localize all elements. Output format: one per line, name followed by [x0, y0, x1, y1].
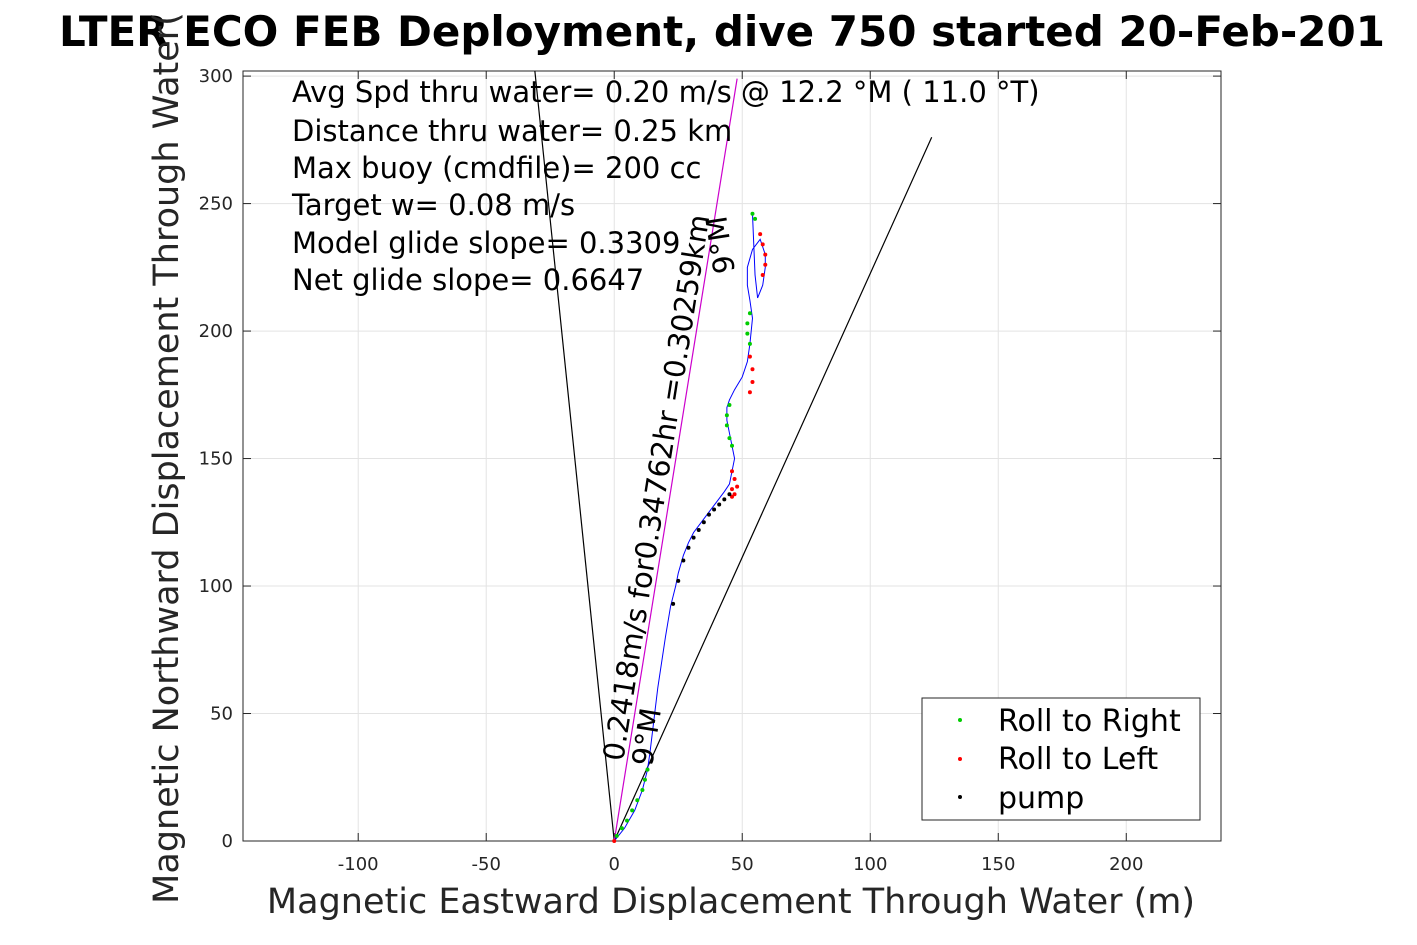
point-pump: [712, 507, 717, 512]
x-axis-label: Magnetic Eastward Displacement Through W…: [267, 882, 1195, 922]
point-roll-to-left: [760, 272, 765, 277]
point-roll-to-right: [640, 788, 645, 793]
grid: [243, 71, 1221, 842]
point-roll-to-left: [750, 367, 755, 372]
chart-title: LTER ECO FEB Deployment, dive 750 starte…: [59, 7, 1385, 56]
heading-line: [534, 70, 615, 842]
point-roll-to-left: [730, 494, 734, 499]
point-roll-to-right: [635, 798, 640, 803]
annotation-line: Avg Spd thru water= 0.20 m/s @ 12.2 °M (…: [292, 75, 1040, 109]
point-pump: [727, 492, 732, 497]
point-pump: [722, 497, 727, 502]
plot-area-border: [242, 70, 1222, 842]
y-axis-label: Magnetic Northward Displacement Through …: [147, 12, 187, 904]
y-tick-label: 50: [210, 704, 233, 725]
point-roll-to-left: [732, 476, 737, 481]
point-roll-to-left: [612, 839, 617, 843]
track-layer: [613, 213, 766, 842]
point-roll-to-left: [735, 484, 740, 489]
legend-box: [921, 697, 1201, 821]
point-pump: [717, 502, 722, 507]
point-roll-to-right: [750, 211, 755, 216]
heading-line: [613, 78, 738, 842]
heading-lines: [534, 70, 933, 842]
y-tick-label: 200: [199, 321, 233, 342]
point-roll-to-right: [614, 833, 619, 838]
legend-marker-pump: [958, 795, 962, 799]
point-roll-to-right: [727, 403, 732, 408]
track-line: [613, 213, 766, 842]
point-roll-to-left: [760, 242, 765, 247]
point-pump: [681, 558, 686, 563]
point-roll-to-right: [619, 826, 624, 831]
annotation-line: Model glide slope= 0.3309: [292, 226, 680, 260]
point-roll-to-right: [724, 413, 729, 418]
annotation-line: Target w= 0.08 m/s: [291, 188, 575, 222]
point-roll-to-left: [763, 252, 768, 257]
y-tick-label: 0: [222, 831, 233, 852]
x-tick-label: -100: [338, 854, 379, 875]
y-tick-label: 300: [199, 66, 233, 87]
point-roll-to-right: [642, 777, 647, 782]
annotation-line: Distance thru water= 0.25 km: [292, 114, 732, 148]
y-tick-label: 100: [199, 576, 233, 597]
point-roll-to-right: [727, 436, 732, 441]
point-pump: [696, 527, 701, 532]
annotation-line: Net glide slope= 0.6647: [292, 263, 644, 297]
point-roll-to-left: [763, 262, 768, 267]
point-roll-to-left: [730, 469, 734, 474]
point-pump: [676, 578, 681, 583]
point-pump: [706, 512, 711, 517]
point-roll-to-right: [753, 216, 758, 221]
point-roll-to-left: [747, 354, 752, 359]
y-tick-label: 150: [199, 449, 233, 470]
legend-marker-roll-to-right: [958, 718, 962, 722]
point-roll-to-right: [645, 767, 650, 772]
legend: Roll to Right Roll to Left pump: [921, 697, 1201, 821]
point-roll-to-left: [758, 232, 763, 237]
x-tick-label: -50: [472, 854, 501, 875]
legend-marker-roll-to-left: [958, 757, 962, 761]
annotation-line: Max buoy (cmdfile)= 200 cc: [292, 151, 701, 185]
point-roll-to-right: [630, 808, 635, 813]
x-tick-label: 0: [609, 854, 620, 875]
points-layer: [612, 211, 768, 843]
legend-label-pump: pump: [998, 781, 1084, 816]
point-roll-to-left: [750, 380, 755, 385]
y-tick-label: 250: [199, 194, 233, 215]
stats-annotations: Avg Spd thru water= 0.20 m/s @ 12.2 °M (…: [291, 75, 1040, 297]
x-tick-label: 50: [731, 854, 754, 875]
point-pump: [671, 601, 676, 606]
point-roll-to-right: [747, 341, 752, 346]
point-roll-to-right: [747, 311, 752, 316]
x-tick-label: 150: [981, 854, 1015, 875]
point-roll-to-right: [745, 331, 750, 336]
x-tick-label: 100: [853, 854, 887, 875]
point-roll-to-right: [745, 321, 750, 326]
point-roll-to-right: [625, 818, 630, 823]
point-pump: [686, 545, 691, 550]
point-roll-to-left: [730, 487, 734, 492]
point-roll-to-left: [747, 390, 752, 395]
point-pump: [691, 535, 696, 540]
heading-line: [613, 137, 933, 842]
legend-label-roll-to-right: Roll to Right: [998, 704, 1181, 739]
x-tick-label: 200: [1109, 854, 1143, 875]
point-roll-to-right: [724, 423, 729, 428]
legend-label-roll-to-left: Roll to Left: [998, 742, 1158, 777]
point-roll-to-right: [730, 443, 734, 448]
point-roll-to-left: [732, 492, 737, 497]
point-pump: [701, 520, 706, 525]
